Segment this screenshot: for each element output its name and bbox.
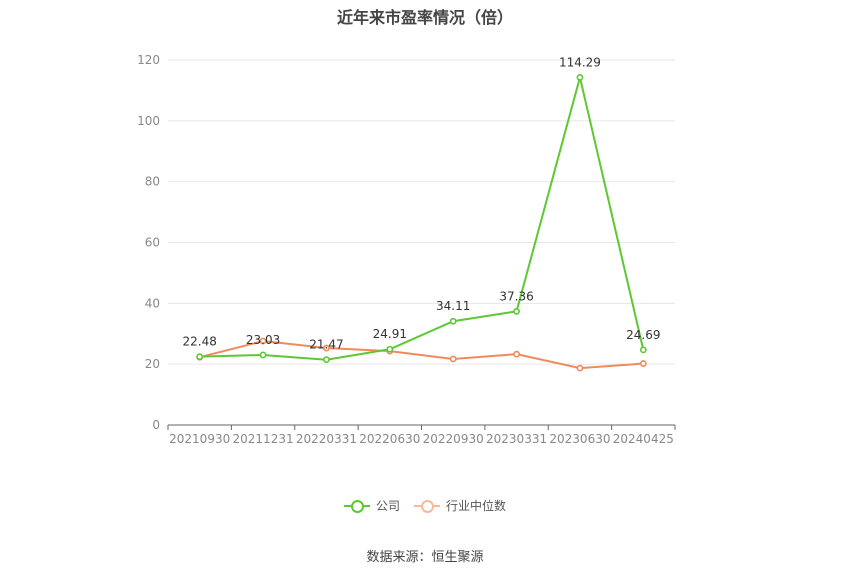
- y-tick-label: 60: [145, 236, 160, 250]
- data-point-1: [513, 350, 520, 358]
- data-point-1: [639, 360, 647, 367]
- legend-label-company: 公司: [375, 499, 400, 513]
- data-point-0: [639, 346, 647, 354]
- data-point-0: [449, 317, 457, 325]
- y-tick-label: 0: [152, 418, 160, 432]
- data-label: 23.03: [246, 333, 280, 347]
- x-tick-label: 20230331: [486, 432, 547, 446]
- data-label: 34.11: [436, 299, 470, 313]
- x-tick-label: 20211231: [233, 432, 294, 446]
- x-tick-label: 20230630: [549, 432, 610, 446]
- x-tick-label: 20210930: [169, 432, 230, 446]
- grid-lines: [168, 59, 675, 365]
- data-label: 22.48: [183, 335, 217, 349]
- data-label: 24.69: [626, 328, 660, 342]
- data-point-1: [323, 344, 330, 352]
- series-line-0: [199, 77, 645, 361]
- y-tick-label: 80: [145, 175, 160, 189]
- data-point-0: [196, 353, 204, 361]
- legend-label-industry-median: 行业中位数: [446, 499, 507, 513]
- y-tick-label: 40: [145, 296, 160, 310]
- x-tick-label: 20220331: [296, 432, 357, 446]
- data-point-1: [576, 364, 584, 372]
- legend-item-company[interactable]: 公司: [343, 497, 400, 514]
- data-point-1: [449, 355, 457, 363]
- x-tick-label: 20220930: [423, 432, 484, 446]
- legend-item-industry-median[interactable]: 行业中位数: [414, 497, 506, 514]
- data-label: 21.47: [309, 338, 343, 352]
- y-tick-label: 120: [137, 53, 160, 67]
- x-tick-label: 20220630: [359, 432, 420, 446]
- data-point-0: [259, 351, 267, 359]
- data-label: 37.36: [499, 289, 533, 303]
- series-lines: [196, 73, 647, 372]
- y-tick-label: 100: [137, 114, 160, 128]
- x-tick-label: 20240425: [613, 432, 674, 446]
- legend-swatch-industry-median: [414, 499, 440, 513]
- y-tick-label: 20: [145, 357, 160, 371]
- data-point-0: [513, 307, 520, 315]
- legend-swatch-company: [343, 499, 370, 513]
- series-line-1: [199, 340, 644, 370]
- data-point-0: [323, 356, 330, 364]
- data-source: 数据来源：恒生聚源: [366, 550, 484, 565]
- legend: 公司 行业中位数: [0, 497, 850, 514]
- data-labels: 22.48 23.03 21.47 24.91 34.11 37.36 114.29 24.6…: [183, 55, 661, 351]
- data-label: 24.91: [373, 327, 407, 341]
- data-point-0: [576, 73, 584, 81]
- data-point-0: [386, 345, 394, 353]
- data-point-1: [259, 337, 267, 345]
- chart-title: 近年来市盈率情况（倍）: [336, 8, 513, 27]
- data-label: 114.29: [559, 55, 601, 69]
